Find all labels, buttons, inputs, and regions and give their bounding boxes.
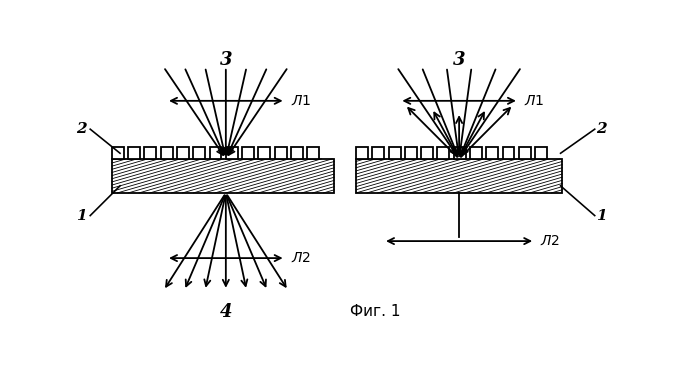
- Bar: [503, 147, 514, 159]
- Bar: [112, 147, 124, 159]
- Bar: [405, 147, 416, 159]
- Bar: [193, 147, 205, 159]
- Text: Фиг. 1: Фиг. 1: [350, 304, 400, 319]
- Bar: [356, 147, 368, 159]
- Text: 3: 3: [453, 51, 466, 69]
- Text: 1: 1: [76, 209, 86, 223]
- Bar: [389, 147, 400, 159]
- Bar: [274, 147, 286, 159]
- Bar: [161, 147, 173, 159]
- Text: $\it{Л1}$: $\it{Л1}$: [524, 94, 545, 108]
- Bar: [454, 147, 466, 159]
- Bar: [144, 147, 156, 159]
- Bar: [226, 147, 238, 159]
- Bar: [372, 147, 384, 159]
- Bar: [209, 147, 221, 159]
- Text: 2: 2: [596, 122, 607, 136]
- Text: $\it{Л1}$: $\it{Л1}$: [291, 94, 312, 108]
- Text: 2: 2: [76, 122, 86, 136]
- Bar: [291, 147, 303, 159]
- Text: $\it{Л2}$: $\it{Л2}$: [540, 234, 561, 248]
- Bar: [486, 147, 498, 159]
- Bar: [128, 147, 140, 159]
- Bar: [356, 159, 562, 193]
- Bar: [519, 147, 531, 159]
- Bar: [177, 147, 189, 159]
- Text: $\it{Л2}$: $\it{Л2}$: [291, 251, 312, 265]
- Bar: [535, 147, 547, 159]
- Bar: [112, 159, 335, 193]
- Bar: [307, 147, 319, 159]
- Text: 1: 1: [596, 209, 607, 223]
- Bar: [438, 147, 449, 159]
- Bar: [470, 147, 482, 159]
- Text: 3: 3: [220, 51, 232, 69]
- Bar: [258, 147, 270, 159]
- Bar: [242, 147, 254, 159]
- Bar: [421, 147, 433, 159]
- Text: 4: 4: [220, 304, 232, 321]
